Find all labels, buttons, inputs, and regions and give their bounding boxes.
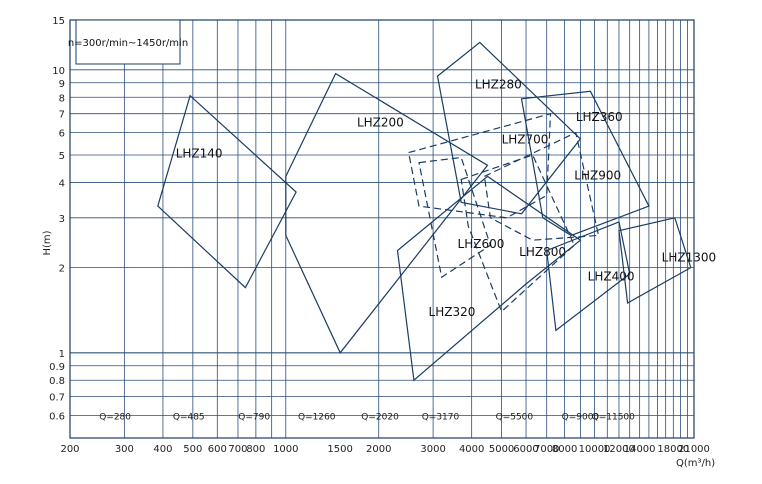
region-lhz200 [285, 72, 489, 354]
x-tick-label: 12000 [603, 444, 635, 455]
region-label: LHZ360 [576, 110, 623, 124]
y-tick-label: 0.9 [49, 362, 65, 373]
x-tick-label: 14000 [624, 444, 656, 455]
x-tick-label: 200 [60, 444, 79, 455]
y-tick-label: 4 [59, 178, 65, 189]
speed-note: n=300r/min~1450r/min [68, 38, 188, 49]
region-label: LHZ200 [357, 116, 404, 130]
x-tick-label: 800 [246, 444, 265, 455]
x-tick-label: 600 [208, 444, 227, 455]
x-tick-label: 21000 [678, 444, 710, 455]
x-tick-label: 700 [228, 444, 247, 455]
q-marker-label: Q=2020 [361, 413, 399, 423]
y-axis-title: H(m) [42, 230, 53, 255]
q-marker-layer: Q=280 Q=485 Q=790 Q=1260 Q=2020 Q=3170 Q=5500 Q… [99, 413, 635, 423]
x-tick-label: 8000 [552, 444, 577, 455]
y-tick-label: 7 [59, 110, 65, 121]
region-label: LHZ800 [519, 245, 566, 259]
y-tick-label: 10 [52, 66, 65, 77]
x-tick-label: 18000 [657, 444, 689, 455]
y-tick-label: 0.7 [49, 393, 65, 404]
q-marker-label: Q=1260 [298, 413, 336, 423]
x-tick-label: 1500 [327, 444, 352, 455]
y-tick-label: 6 [59, 129, 65, 140]
region-label: LHZ1300 [662, 251, 716, 265]
y-tick-label: 1 [59, 349, 65, 360]
region-lhz140 [157, 94, 297, 289]
q-marker-label: Q=11500 [592, 413, 636, 423]
x-tick-label: 4000 [459, 444, 484, 455]
q-marker-label: Q=9000 [562, 413, 600, 423]
region-lhz400 [546, 221, 631, 332]
region-label: LHZ320 [429, 305, 476, 319]
x-tick-label: 3000 [420, 444, 445, 455]
region-label: LHZ600 [458, 237, 505, 251]
x-tick-label: 400 [153, 444, 172, 455]
x-tick-label: 5000 [489, 444, 514, 455]
region-lhz320 [396, 175, 582, 382]
y-tick-label: 9 [59, 79, 65, 90]
x-axis-title: Q(m³/h) [676, 458, 715, 469]
y-tick-label: 15 [52, 16, 65, 27]
region-lhz1300 [618, 217, 692, 304]
region-lhz360 [520, 90, 650, 237]
region-lhz700 [407, 112, 552, 219]
q-marker-label: Q=280 [99, 413, 131, 423]
x-tick-label: 300 [115, 444, 134, 455]
x-tick-label: 2000 [366, 444, 391, 455]
region-label: LHZ280 [475, 77, 522, 91]
y-tick-label: 2 [59, 264, 65, 275]
region-lhz800 [460, 154, 576, 313]
x-tick-label: 6000 [513, 444, 538, 455]
x-tick-label: 1000 [273, 444, 298, 455]
y-tick-label: 0.8 [49, 376, 65, 387]
plot-frame [69, 19, 695, 439]
y-tick-label: 0.6 [49, 412, 65, 423]
q-marker-label: Q=485 [173, 413, 205, 423]
q-marker-label: Q=3170 [422, 413, 460, 423]
region-label: LHZ400 [588, 270, 635, 284]
region-label: LHZ700 [502, 132, 549, 146]
x-tick-label: 7000 [534, 444, 559, 455]
q-marker-label: Q=5500 [496, 413, 534, 423]
region-label: LHZ900 [574, 168, 621, 182]
x-tick-label: 500 [183, 444, 202, 455]
y-tick-label: 8 [59, 93, 65, 104]
y-tick-label: 3 [59, 214, 65, 225]
region-label: LHZ140 [176, 147, 223, 161]
region-lhz600 [418, 156, 492, 279]
x-tick-label: 10000 [579, 444, 611, 455]
speed-note-box: n=300r/min~1450r/min [68, 19, 188, 65]
region-layer: LHZ140 LHZ200 LHZ280 LHZ700 LHZ360 LHZ900 LHZ6… [157, 41, 716, 382]
y-tick-label: 5 [59, 151, 65, 162]
region-lhz280 [436, 41, 582, 215]
q-marker-label: Q=790 [238, 413, 270, 423]
